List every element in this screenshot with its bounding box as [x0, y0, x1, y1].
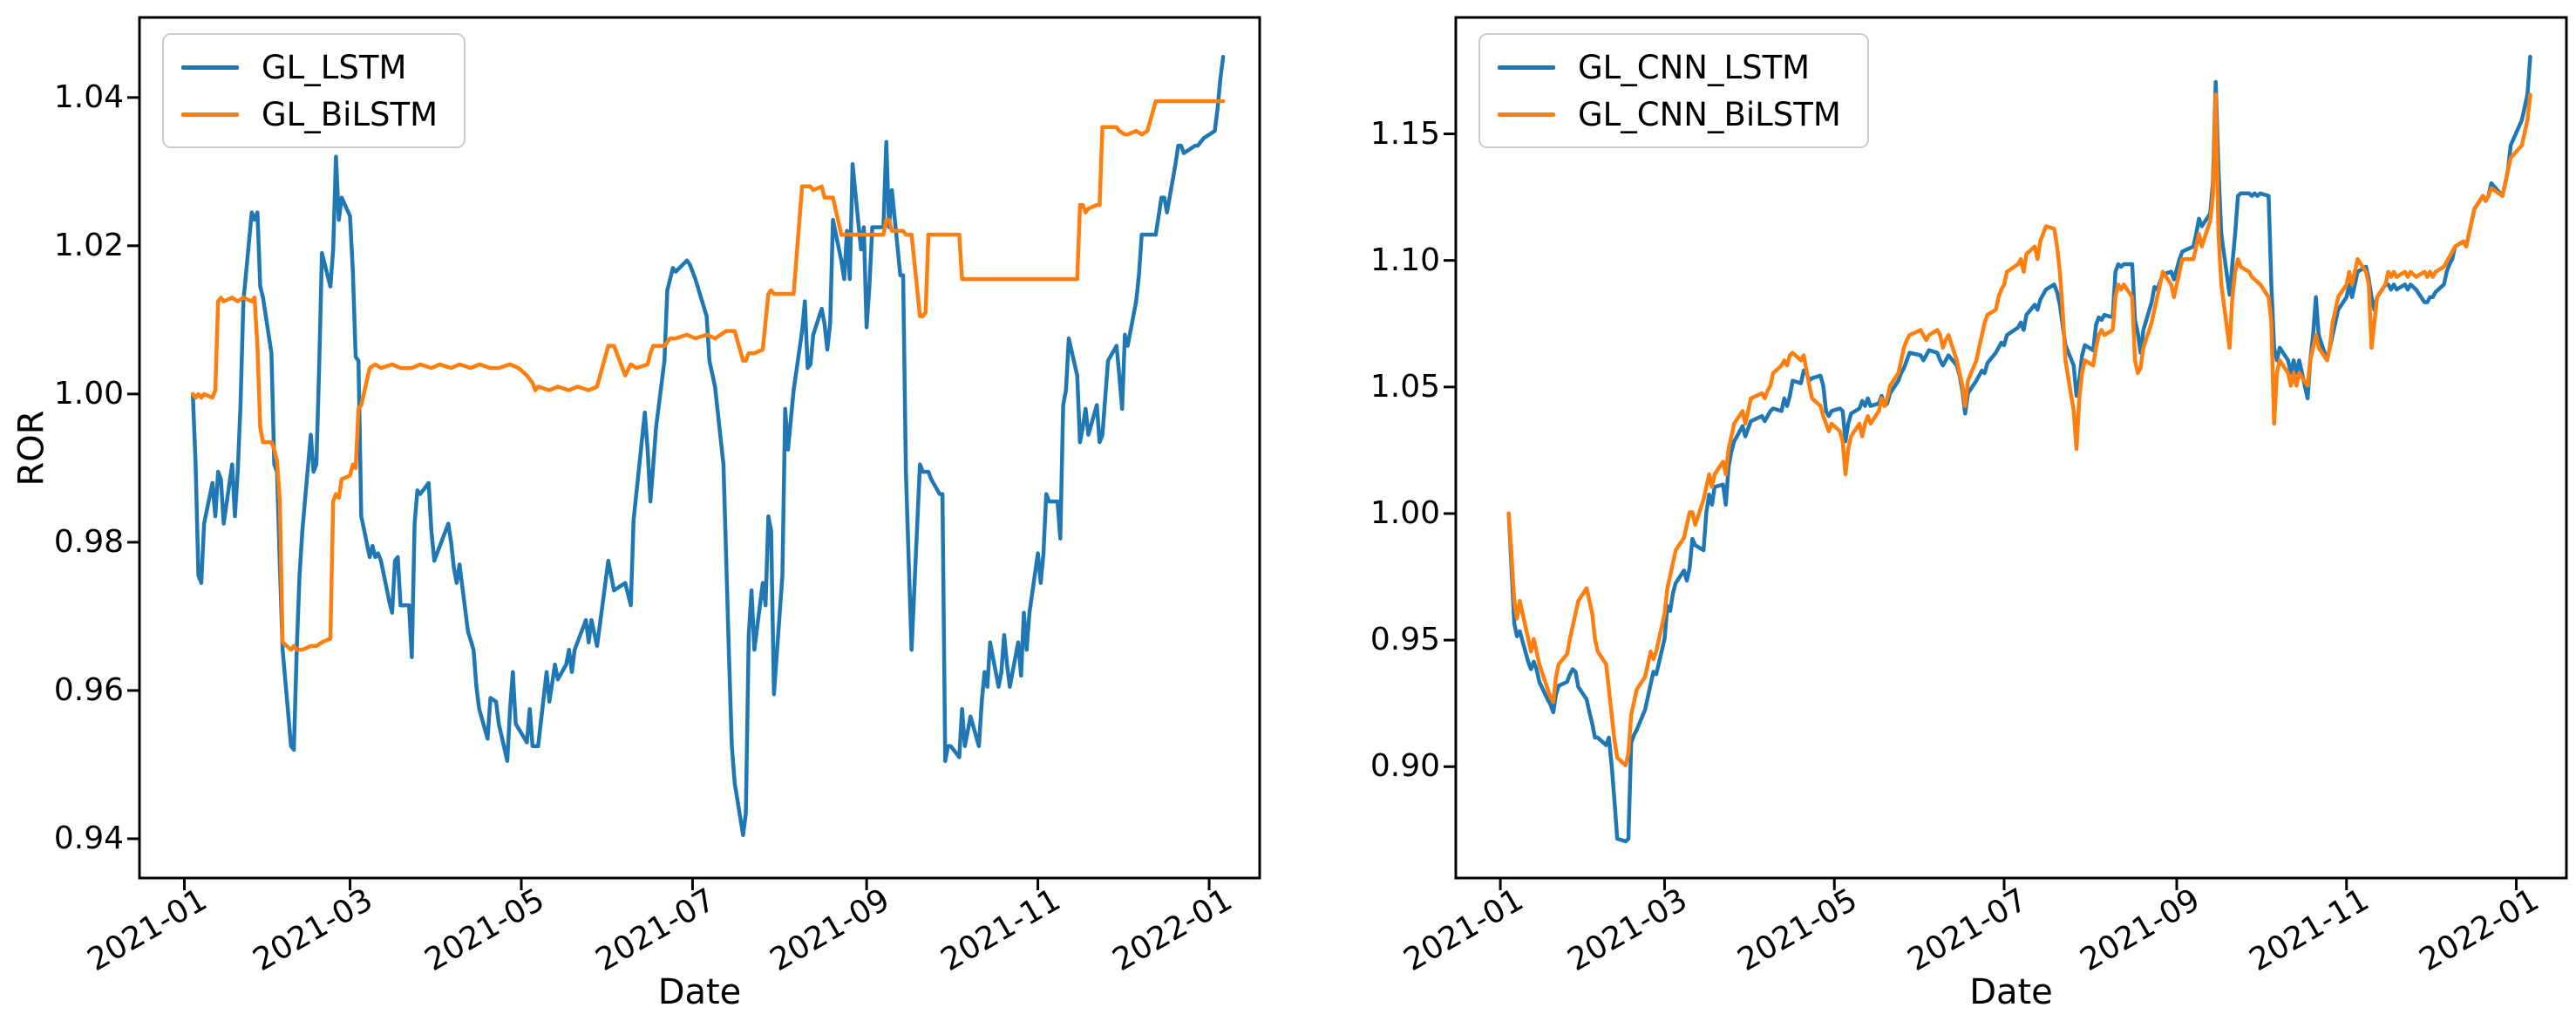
legend-item: GL_BiLSTM [181, 92, 438, 136]
legend-label: GL_CNN_BiLSTM [1578, 95, 1841, 133]
series-line-GL_CNN_BiLSTM [1506, 92, 2532, 768]
y-tick-label: 1.00 [1370, 494, 1440, 531]
y-tick-label: 1.02 [53, 227, 124, 263]
y-tick-label: 0.94 [53, 820, 124, 856]
y-tick-label: 0.95 [1370, 622, 1440, 658]
left-chart-plot-area [127, 16, 1261, 890]
left-chart: GL_LSTM GL_BiLSTM ROR Date 2021-01 2021-0… [11, 16, 1261, 1012]
x-axis-label: Date [1969, 972, 2053, 1012]
series-line-GL_BiLSTM [190, 99, 1226, 652]
x-axis-label: Date [657, 972, 742, 1012]
legend: GL_LSTM GL_BiLSTM [162, 33, 466, 148]
legend-line-swatch [1498, 112, 1555, 117]
y-axis-label: ROR [11, 409, 52, 487]
legend-item: GL_CNN_BiLSTM [1498, 92, 1841, 136]
axes-spines [138, 16, 1261, 880]
y-tick-label: 1.00 [53, 375, 124, 412]
axes-spines [1454, 16, 2568, 880]
legend: GL_CNN_LSTM GL_CNN_BiLSTM [1478, 33, 1869, 148]
series-line-GL_CNN_LSTM [1506, 54, 2532, 844]
series-line-GL_LSTM [190, 54, 1226, 837]
y-tick-label: 0.96 [53, 671, 124, 708]
legend-line-swatch [1498, 65, 1555, 70]
y-tick-label: 1.15 [1370, 115, 1440, 152]
legend-item: GL_LSTM [181, 45, 438, 89]
y-tick-label: 0.98 [53, 523, 124, 560]
right-chart: GL_CNN_LSTM GL_CNN_BiLSTM Date 2021-01 20… [1288, 0, 2576, 1028]
legend-line-swatch [181, 65, 239, 70]
y-tick-label: 1.10 [1370, 242, 1440, 278]
right-chart-plot-area [1444, 16, 2568, 890]
y-tick-label: 1.04 [53, 78, 124, 115]
legend-label: GL_CNN_LSTM [1578, 48, 1811, 86]
legend-item: GL_CNN_LSTM [1498, 45, 1841, 89]
legend-line-swatch [181, 112, 239, 117]
legend-label: GL_BiLSTM [262, 95, 438, 133]
y-tick-label: 0.90 [1370, 748, 1440, 785]
y-tick-label: 1.05 [1370, 368, 1440, 405]
legend-label: GL_LSTM [262, 48, 407, 86]
